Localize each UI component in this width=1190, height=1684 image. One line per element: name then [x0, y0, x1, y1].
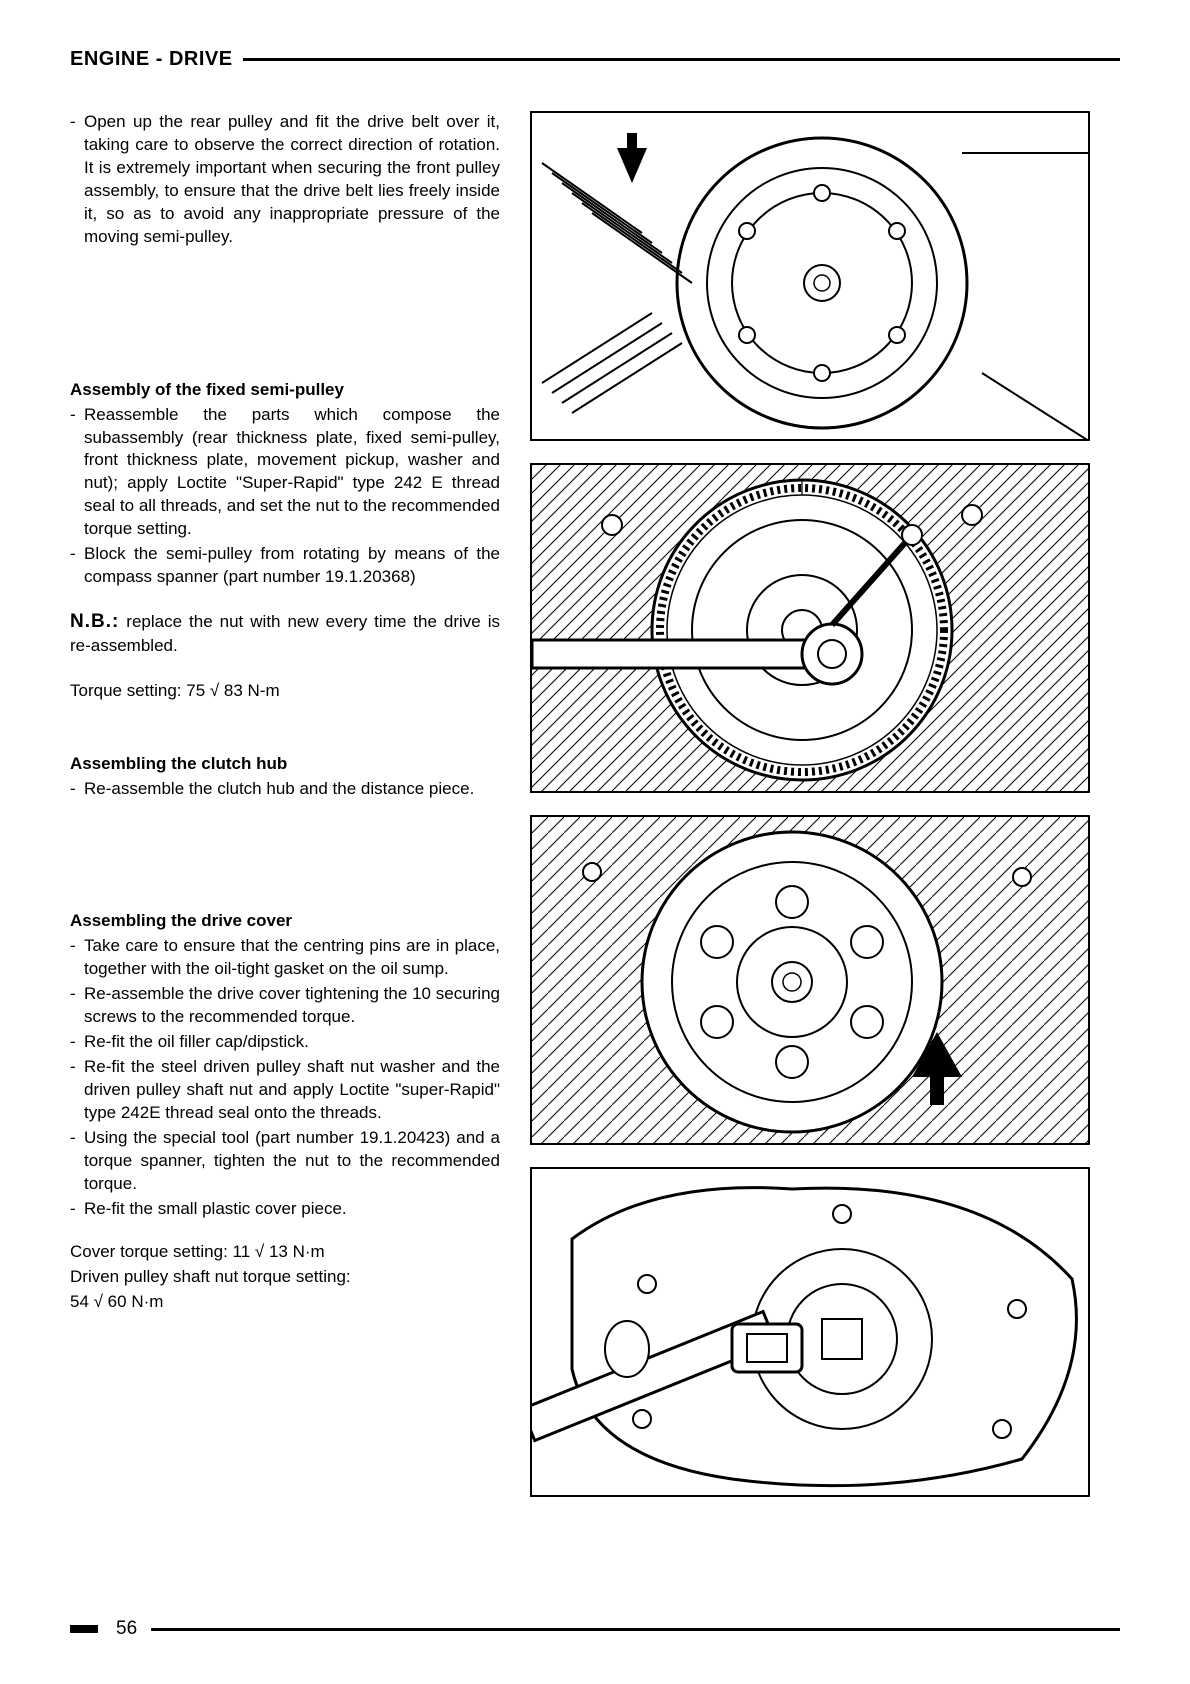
bullet-text: Block the semi-pulley from rotating by m… — [84, 543, 500, 589]
list-item: - Reassemble the parts which compose the… — [70, 404, 500, 542]
torque-setting: Torque setting: 75 √ 83 N-m — [70, 680, 500, 703]
figure-clutch-hub — [530, 815, 1090, 1145]
bullet-dash: - — [70, 1198, 84, 1221]
bullet-dash: - — [70, 935, 84, 981]
bullet-text: Open up the rear pulley and fit the driv… — [84, 111, 500, 249]
bullet-dash: - — [70, 1031, 84, 1054]
nb-note: N.B.: replace the nut with new every tim… — [70, 609, 500, 658]
subheading: Assembling the drive cover — [70, 910, 500, 933]
figure-compass-spanner — [530, 463, 1090, 793]
header-rule — [243, 58, 1120, 61]
torque-setting: Driven pulley shaft nut torque setting: — [70, 1266, 500, 1289]
nb-text: replace the nut with new every time the … — [70, 612, 500, 655]
bullet-text: Re-fit the oil filler cap/dipstick. — [84, 1031, 500, 1054]
figure-rear-pulley — [530, 111, 1090, 441]
bullet-text: Re-assemble the drive cover tightening t… — [84, 983, 500, 1029]
subheading: Assembly of the fixed semi-pulley — [70, 379, 500, 402]
list-item: - Open up the rear pulley and fit the dr… — [70, 111, 500, 249]
bullet-text: Re-assemble the clutch hub and the dista… — [84, 778, 500, 801]
torque-setting: Cover torque setting: 11 √ 13 N·m — [70, 1241, 500, 1264]
bullet-dash: - — [70, 543, 84, 589]
page-footer: 56 — [70, 1618, 1120, 1640]
bullet-text: Using the special tool (part number 19.1… — [84, 1127, 500, 1196]
list-item: - Re-fit the steel driven pulley shaft n… — [70, 1056, 500, 1125]
bullet-dash: - — [70, 1056, 84, 1125]
section-open-pulley: - Open up the rear pulley and fit the dr… — [70, 111, 500, 249]
section-fixed-semi-pulley: Assembly of the fixed semi-pulley - Reas… — [70, 379, 500, 703]
bullet-text: Re-fit the small plastic cover piece. — [84, 1198, 500, 1221]
content-area: - Open up the rear pulley and fit the dr… — [70, 111, 1120, 1497]
subheading: Assembling the clutch hub — [70, 753, 500, 776]
footer-rule — [151, 1628, 1120, 1631]
page-header: ENGINE - DRIVE — [70, 48, 1120, 71]
bullet-text: Reassemble the parts which compose the s… — [84, 404, 500, 542]
footer-block-icon — [70, 1625, 98, 1633]
header-title: ENGINE - DRIVE — [70, 48, 243, 71]
list-item: - Using the special tool (part number 19… — [70, 1127, 500, 1196]
list-item: - Take care to ensure that the centring … — [70, 935, 500, 981]
list-item: - Re-fit the oil filler cap/dipstick. — [70, 1031, 500, 1054]
bullet-dash: - — [70, 778, 84, 801]
page-number: 56 — [116, 1618, 151, 1640]
list-item: - Re-fit the small plastic cover piece. — [70, 1198, 500, 1221]
section-clutch-hub: Assembling the clutch hub - Re-assemble … — [70, 753, 500, 801]
bullet-dash: - — [70, 983, 84, 1029]
figure-column — [530, 111, 1090, 1497]
text-column: - Open up the rear pulley and fit the dr… — [70, 111, 500, 1497]
list-item: - Re-assemble the drive cover tightening… — [70, 983, 500, 1029]
bullet-dash: - — [70, 111, 84, 249]
bullet-text: Take care to ensure that the centring pi… — [84, 935, 500, 981]
figure-torque-spanner — [530, 1167, 1090, 1497]
torque-setting: 54 √ 60 N·m — [70, 1291, 500, 1314]
nb-label: N.B.: — [70, 611, 119, 632]
bullet-dash: - — [70, 1127, 84, 1196]
bullet-text: Re-fit the steel driven pulley shaft nut… — [84, 1056, 500, 1125]
list-item: - Block the semi-pulley from rotating by… — [70, 543, 500, 589]
bullet-dash: - — [70, 404, 84, 542]
section-drive-cover: Assembling the drive cover - Take care t… — [70, 910, 500, 1313]
list-item: - Re-assemble the clutch hub and the dis… — [70, 778, 500, 801]
